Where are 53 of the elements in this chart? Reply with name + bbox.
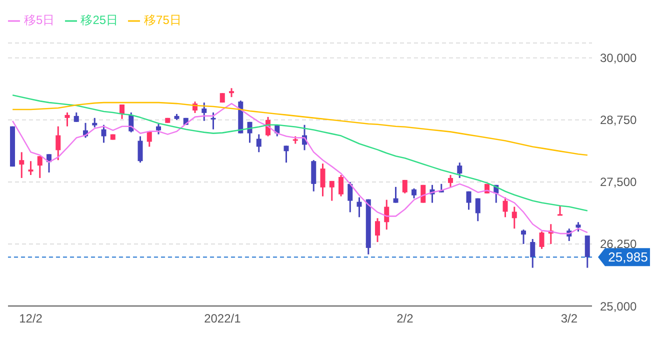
- candlestick: [320, 162, 326, 198]
- line-series: [12, 102, 588, 156]
- y-tick-label: 26,250: [600, 237, 638, 252]
- candlestick: [530, 238, 536, 269]
- legend-label: 移25日: [80, 13, 118, 27]
- candlestick: [64, 112, 70, 128]
- candlestick: [356, 196, 362, 218]
- legend-label: 移75日: [144, 13, 182, 27]
- candlestick: [448, 174, 454, 188]
- y-tick-label: 27,500: [600, 175, 638, 190]
- candlestick: [37, 155, 42, 179]
- candlestick: [576, 221, 581, 232]
- candlestick: [92, 117, 98, 128]
- candlestick: [512, 206, 517, 230]
- candlestick: [256, 134, 262, 153]
- candlestick: [539, 230, 544, 250]
- candlestick: [28, 160, 34, 176]
- x-tick-label: 3/2: [560, 312, 578, 326]
- candlestick: [146, 130, 152, 148]
- candlestick: [466, 190, 472, 210]
- candlestick: [338, 174, 344, 198]
- candlestick: [311, 159, 316, 192]
- candlestick: [202, 102, 207, 122]
- y-tick-label: 25,000: [600, 299, 638, 314]
- candlestick: [502, 196, 508, 218]
- legend-label: 移5日: [24, 13, 55, 27]
- candlestick: [284, 144, 289, 164]
- candlestick: [558, 205, 563, 216]
- x-tick-label: 2022/1: [204, 312, 242, 326]
- ref-line-label: 25,985: [608, 250, 648, 265]
- y-tick-label: 30,000: [600, 51, 638, 66]
- line-series: [12, 94, 588, 212]
- candlestick: [412, 188, 417, 200]
- candlestick: [156, 123, 162, 136]
- candlestick: [210, 112, 216, 130]
- candlestick: [521, 228, 526, 245]
- candlestick: [120, 104, 125, 120]
- candlestick: [138, 136, 143, 164]
- candlestick: [101, 124, 106, 144]
- candlestick: [393, 186, 398, 204]
- candlestick: [56, 126, 61, 161]
- candlestick: [375, 217, 380, 243]
- candlestick: [457, 162, 462, 179]
- y-tick-label: 28,750: [600, 113, 638, 128]
- candlestick: [475, 198, 480, 222]
- candlestick: [329, 180, 334, 202]
- candlestick: [584, 234, 590, 269]
- x-tick-label: 2/2: [396, 312, 414, 326]
- candlestick: [402, 179, 408, 194]
- candlestick: [74, 112, 79, 123]
- candlestick: [348, 181, 353, 213]
- x-tick-label: 12/2: [19, 312, 43, 326]
- candlestick: [19, 151, 24, 179]
